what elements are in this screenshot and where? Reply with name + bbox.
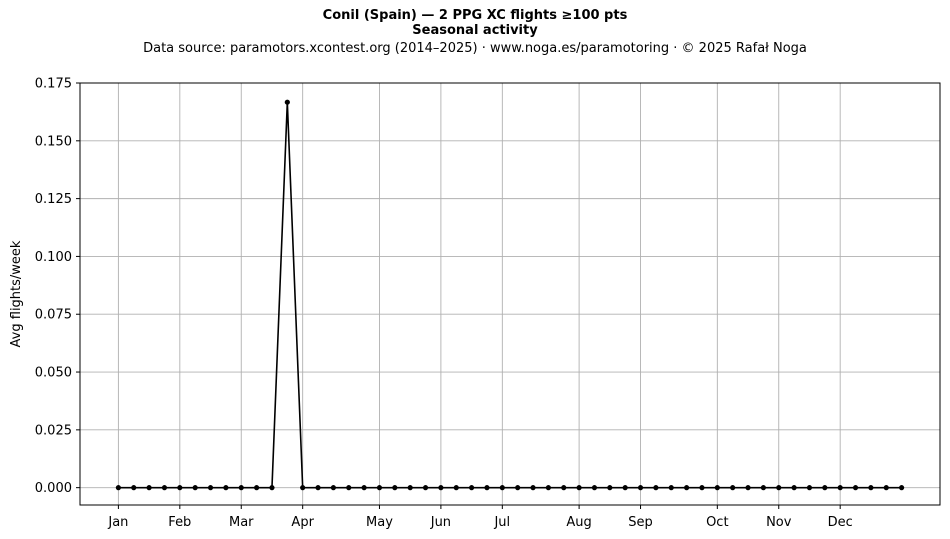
- data-point: [376, 485, 383, 491]
- data-point: [146, 485, 152, 491]
- data-point: [668, 485, 674, 491]
- x-tick-label: Dec: [828, 515, 853, 530]
- data-point: [300, 485, 306, 491]
- data-point: [561, 485, 567, 491]
- data-point: [469, 485, 475, 491]
- data-point: [269, 485, 275, 491]
- data-point: [591, 485, 598, 491]
- data-point: [177, 485, 183, 491]
- data-point: [699, 485, 705, 491]
- y-tick-label: 0.150: [35, 134, 72, 149]
- chart-subtitle: Seasonal activity: [412, 23, 538, 38]
- data-point: [776, 485, 782, 491]
- data-point: [745, 485, 751, 491]
- data-point: [223, 485, 229, 491]
- x-tick-label: Apr: [291, 515, 314, 530]
- data-point: [899, 485, 905, 491]
- data-point: [791, 485, 797, 491]
- data-point: [576, 485, 582, 491]
- data-point: [131, 485, 137, 491]
- data-point: [361, 485, 367, 491]
- y-tick-label: 0.175: [35, 77, 72, 92]
- x-axis: Jan Feb Mar Apr May Jun Jul Aug Sep Oct Nov Dec: [107, 505, 853, 530]
- data-point: [453, 485, 459, 491]
- data-point: [254, 485, 260, 491]
- data-point: [806, 485, 813, 491]
- y-tick-label: 0.125: [35, 192, 72, 207]
- data-point: [637, 485, 644, 491]
- data-point: [868, 485, 874, 491]
- data-point: [883, 485, 889, 491]
- data-point: [714, 485, 720, 491]
- y-tick-label: 0.025: [35, 423, 72, 438]
- x-tick-label: Mar: [229, 515, 254, 530]
- grid-lines: [80, 82, 940, 505]
- data-point: [515, 485, 521, 491]
- data-point: [622, 485, 628, 491]
- x-tick-label: Jun: [430, 515, 451, 530]
- data-point: [822, 485, 828, 491]
- data-point: [161, 485, 168, 491]
- data-point: [653, 485, 659, 491]
- data-point: [760, 485, 766, 491]
- data-point: [438, 485, 444, 491]
- y-axis-label: Avg flights/week: [9, 240, 24, 347]
- data-point: [315, 485, 321, 491]
- data-point: [484, 485, 490, 491]
- y-tick-label: 0.050: [35, 366, 72, 381]
- data-point: [499, 485, 505, 491]
- y-tick-label: 0.100: [35, 250, 72, 265]
- x-tick-label: Jan: [107, 515, 128, 530]
- series-group: [115, 99, 905, 491]
- plot-frame: [79, 82, 941, 506]
- y-tick-label: 0.075: [35, 308, 72, 323]
- data-point: [730, 485, 736, 491]
- data-point: [545, 485, 551, 491]
- data-point: [684, 485, 690, 491]
- x-tick-label: Jul: [493, 515, 510, 530]
- data-point: [530, 485, 536, 491]
- data-point: [238, 485, 244, 491]
- x-tick-label: Sep: [628, 515, 653, 530]
- data-point: [207, 485, 214, 491]
- x-tick-label: Oct: [706, 515, 728, 530]
- data-point: [852, 485, 859, 491]
- data-point: [392, 485, 398, 491]
- data-point: [115, 485, 121, 491]
- x-tick-label: Nov: [766, 515, 792, 530]
- data-point: [422, 485, 429, 491]
- data-point: [284, 99, 290, 105]
- chart-title: Conil (Spain) — 2 PPG XC flights ≥100 pt…: [322, 8, 628, 23]
- y-axis: 0.000 0.025 0.050 0.075 0.100 0.125 0.150 0.175: [35, 77, 80, 496]
- x-tick-label: May: [366, 515, 393, 530]
- data-source-caption: Data source: paramotors.xcontest.org (20…: [143, 41, 807, 56]
- data-point: [607, 485, 613, 491]
- series-line: [118, 102, 902, 489]
- data-point: [330, 485, 336, 491]
- x-tick-label: Aug: [566, 515, 591, 530]
- data-point: [346, 485, 352, 491]
- data-point: [837, 485, 843, 491]
- y-tick-label: 0.000: [35, 481, 72, 496]
- data-point: [192, 485, 198, 491]
- data-point: [407, 485, 413, 491]
- x-tick-label: Feb: [168, 515, 191, 530]
- title-block: Conil (Spain) — 2 PPG XC flights ≥100 pt…: [0, 8, 950, 57]
